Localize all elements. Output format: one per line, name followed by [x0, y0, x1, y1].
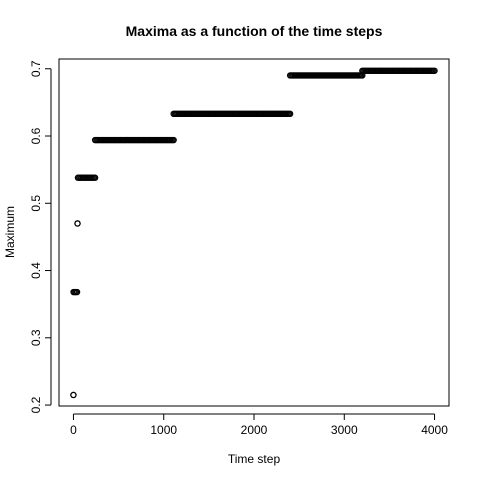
data-point — [286, 110, 294, 118]
data-point — [73, 288, 81, 296]
x-tick-label: 0 — [70, 423, 77, 437]
data-point — [170, 136, 177, 144]
y-tick-label: 0.6 — [29, 127, 43, 144]
data-point — [91, 174, 99, 181]
x-tick-label: 3000 — [331, 423, 358, 437]
y-tick-label: 0.4 — [29, 262, 43, 279]
x-axis-label: Time step — [228, 452, 281, 466]
data-point — [431, 67, 438, 74]
y-tick-label: 0.2 — [29, 396, 43, 413]
chart-title: Maxima as a function of the time steps — [126, 23, 383, 39]
y-tick-label: 0.5 — [29, 195, 43, 212]
data-point — [74, 220, 81, 227]
x-tick-label: 1000 — [150, 423, 177, 437]
y-tick-label: 0.3 — [29, 329, 43, 346]
y-axis: 0.2 0.3 0.4 0.5 0.6 0.7 — [29, 60, 52, 413]
x-tick-label: 2000 — [241, 423, 268, 437]
y-axis-label: Maximum — [3, 206, 17, 258]
x-tick-label: 4000 — [421, 423, 448, 437]
x-axis: 0 1000 2000 3000 4000 — [70, 413, 448, 437]
data-points — [70, 67, 438, 399]
data-point — [70, 391, 77, 399]
plot-frame — [58, 58, 450, 407]
y-tick-label: 0.7 — [29, 60, 43, 77]
